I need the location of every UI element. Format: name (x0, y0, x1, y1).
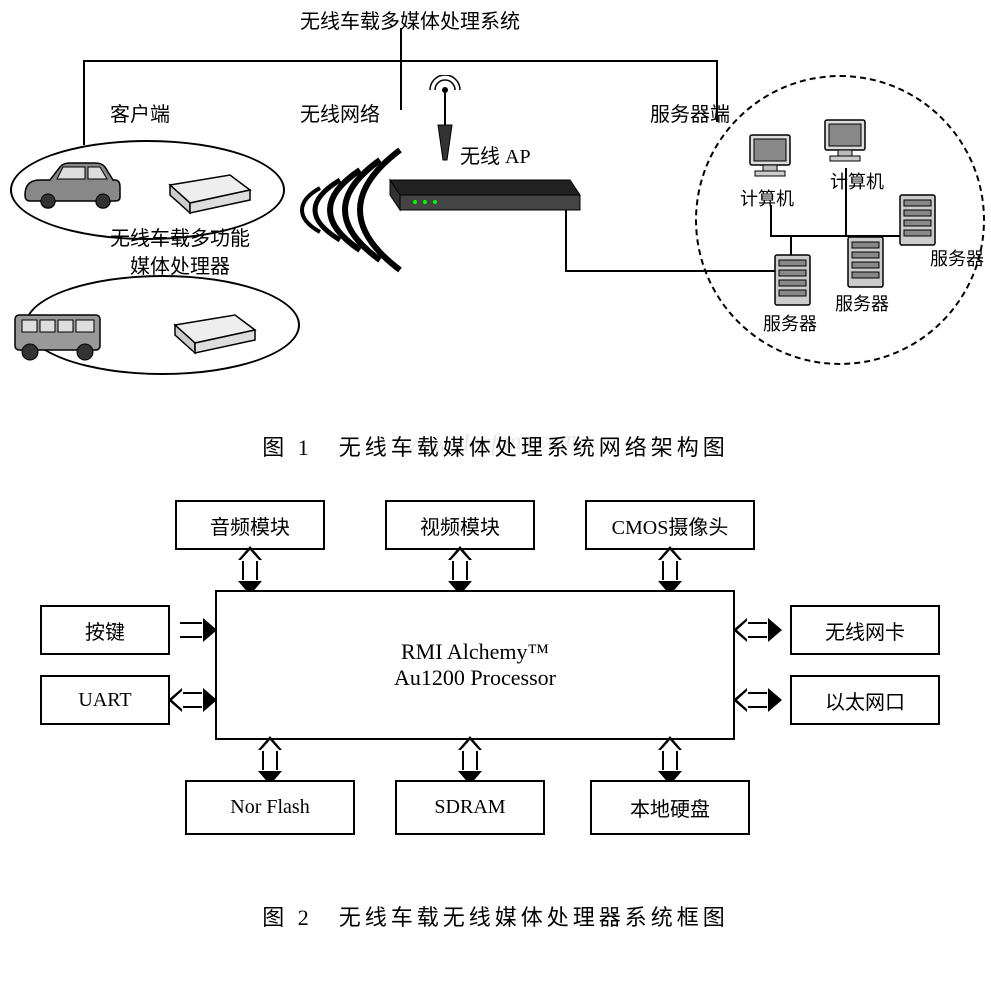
keypad-box: 按键 (40, 605, 170, 655)
audio-module-box: 音频模块 (175, 500, 325, 550)
computer-icon-2 (820, 115, 875, 170)
cmos-arrow (662, 558, 678, 583)
server-label-2: 服务器 (835, 290, 889, 316)
sdram-label: SDRAM (434, 796, 505, 819)
wireless-network-label: 无线网络 (300, 98, 380, 127)
keypad-arrow (180, 622, 205, 638)
nor-flash-label: Nor Flash (230, 796, 309, 819)
audio-arrow (242, 558, 258, 583)
processor-box: RMI Alchemy™ Au1200 Processor (215, 590, 735, 740)
hdd-box: 本地硬盘 (590, 780, 750, 835)
processor-line2: Au1200 Processor (394, 665, 556, 691)
computer-icon-1 (745, 130, 800, 185)
cmos-camera-box: CMOS摄像头 (585, 500, 755, 550)
device-label-line1: 无线车载多功能 (110, 222, 250, 251)
wlan-box: 无线网卡 (790, 605, 940, 655)
nor-arrow (262, 748, 278, 773)
figure-2-caption: 图 2 无线车载无线媒体处理器系统框图 (0, 900, 991, 932)
wlan-arrow (745, 622, 770, 638)
cluster-line-1 (770, 205, 772, 235)
sdram-box: SDRAM (395, 780, 545, 835)
audio-module-label: 音频模块 (210, 511, 290, 540)
left-branch-line (83, 60, 85, 145)
server-icon-3 (895, 190, 940, 250)
eth-arrow (745, 692, 770, 708)
router-down-line (565, 210, 567, 270)
wlan-label: 无线网卡 (825, 616, 905, 645)
eth-box: 以太网口 (790, 675, 940, 725)
sdram-arrow (462, 748, 478, 773)
mid-branch-line (400, 60, 402, 110)
cmos-camera-label: CMOS摄像头 (612, 511, 729, 540)
video-module-box: 视频模块 (385, 500, 535, 550)
hdd-arrow (662, 748, 678, 773)
system-title: 无线车载多媒体处理系统 (300, 5, 520, 34)
hdd-label: 本地硬盘 (630, 793, 710, 822)
figure-2-block-diagram: 音频模块 视频模块 CMOS摄像头 按键 UART RMI Alchemy™ A… (0, 480, 991, 970)
cluster-line-2 (845, 168, 847, 235)
video-arrow (452, 558, 468, 583)
server-label-1: 服务器 (763, 310, 817, 336)
title-down-line (400, 28, 402, 62)
server-icon-1 (770, 250, 815, 310)
bus-icon (0, 300, 110, 370)
figure-1-caption: 图 1 无线车载媒体处理系统网络架构图 (0, 430, 991, 462)
eth-label: 以太网口 (825, 686, 905, 715)
server-icon-2 (843, 232, 888, 292)
keypad-label: 按键 (85, 616, 125, 645)
server-side-label: 服务器端 (650, 98, 730, 127)
nor-flash-box: Nor Flash (185, 780, 355, 835)
uart-label: UART (78, 689, 131, 712)
media-device-icon-2 (165, 295, 265, 355)
computer-label-2: 计算机 (830, 168, 884, 194)
server-label-3: 服务器 (930, 245, 984, 271)
video-module-label: 视频模块 (420, 511, 500, 540)
processor-line1: RMI Alchemy™ (401, 639, 549, 665)
uart-arrow (180, 692, 205, 708)
uart-box: UART (40, 675, 170, 725)
car-icon-1 (15, 155, 125, 215)
wifi-waves-icon (260, 130, 420, 290)
figure-1-network-architecture: 无线车载多媒体处理系统 客户端 无线网络 服务器端 无线车载多功能 媒体处理器 (0, 0, 991, 470)
client-label: 客户端 (110, 98, 170, 127)
media-device-icon-1 (160, 155, 260, 215)
computer-label-1: 计算机 (740, 185, 794, 211)
